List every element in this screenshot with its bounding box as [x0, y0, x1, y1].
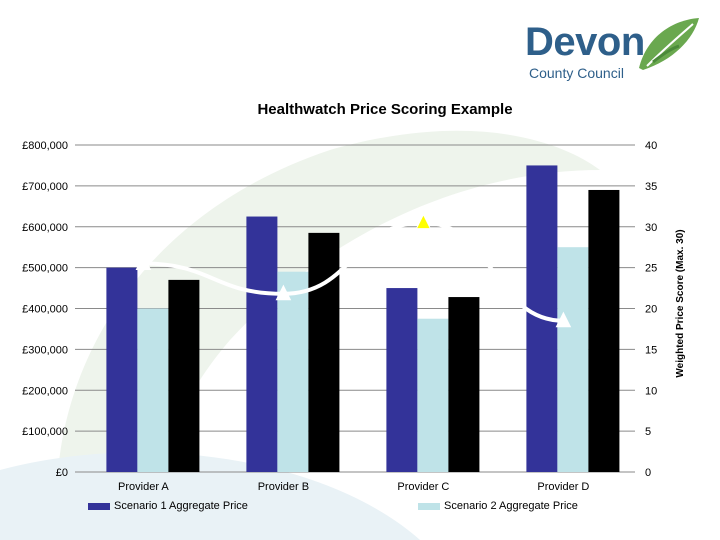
y-right-tick-label: 20 [645, 304, 657, 316]
score-point-marker [135, 254, 152, 271]
legend-item-scenario-2: Scenario 2 Aggregate Price [418, 500, 578, 512]
y-left-tick-label: £100,000 [22, 426, 68, 438]
bar-series-1 [386, 288, 418, 472]
y-left-tick-label: £800,000 [22, 140, 68, 152]
axis-ticks: £0 £100,000 £200,000 £300,000 £400,000 £500,0… [22, 140, 686, 493]
score-point-marker [555, 311, 572, 328]
y-right-tick-label: 30 [645, 222, 657, 234]
y-left-tick-label: £700,000 [22, 181, 68, 193]
legend-label-scenario-2: Scenario 2 Aggregate Price [444, 500, 578, 512]
bar-series-3 [168, 279, 200, 472]
y-left-tick-label: £600,000 [22, 222, 68, 234]
y-right-tick-label: 10 [645, 385, 657, 397]
x-tick-label: Provider B [258, 481, 309, 493]
bar-series-3 [588, 189, 620, 472]
y-right-tick-label: 35 [645, 181, 657, 193]
y-left-tick-label: £500,000 [22, 263, 68, 275]
legend-item-scenario-1: Scenario 1 Aggregate Price [88, 500, 248, 512]
y-left-tick-label: £200,000 [22, 385, 68, 397]
score-line-path [143, 220, 564, 323]
y-right-tick-label: 40 [645, 140, 657, 152]
y-right-tick-label: 25 [645, 263, 657, 275]
bar-series-1 [106, 267, 138, 472]
y-left-tick-label: £0 [56, 467, 68, 479]
y-right-tick-label: 5 [645, 426, 651, 438]
chart-title: Healthwatch Price Scoring Example [257, 101, 513, 118]
legend-swatch-scenario-1 [88, 502, 110, 510]
logo-subtitle: County Council [529, 65, 624, 81]
bar-series-3 [308, 232, 340, 472]
bar-series-2 [137, 308, 169, 472]
leaf-icon [639, 18, 699, 70]
x-tick-label: Provider C [397, 481, 449, 493]
devon-county-council-logo: Devon County Council [525, 18, 705, 84]
logo-name: Devon [525, 20, 645, 64]
bar-series-2 [277, 271, 309, 472]
y-right-axis-label: Weighted Price Score (Max. 30) [675, 229, 686, 377]
y-right-tick-label: 0 [645, 467, 651, 479]
y-right-tick-label: 15 [645, 344, 657, 356]
x-tick-label: Provider A [118, 481, 169, 493]
bars [106, 165, 620, 472]
y-left-tick-label: £300,000 [22, 344, 68, 356]
y-left-tick-label: £400,000 [22, 304, 68, 316]
bar-series-1 [246, 216, 278, 472]
x-tick-label: Provider D [537, 481, 589, 493]
bar-series-3 [448, 297, 480, 472]
legend-label-scenario-1: Scenario 1 Aggregate Price [114, 500, 248, 512]
bar-series-2 [417, 318, 449, 472]
legend-swatch-scenario-2 [418, 502, 440, 510]
score-point-marker [275, 284, 292, 301]
bar-series-2 [557, 247, 589, 472]
score-line [135, 213, 572, 328]
score-point-marker [415, 213, 432, 230]
